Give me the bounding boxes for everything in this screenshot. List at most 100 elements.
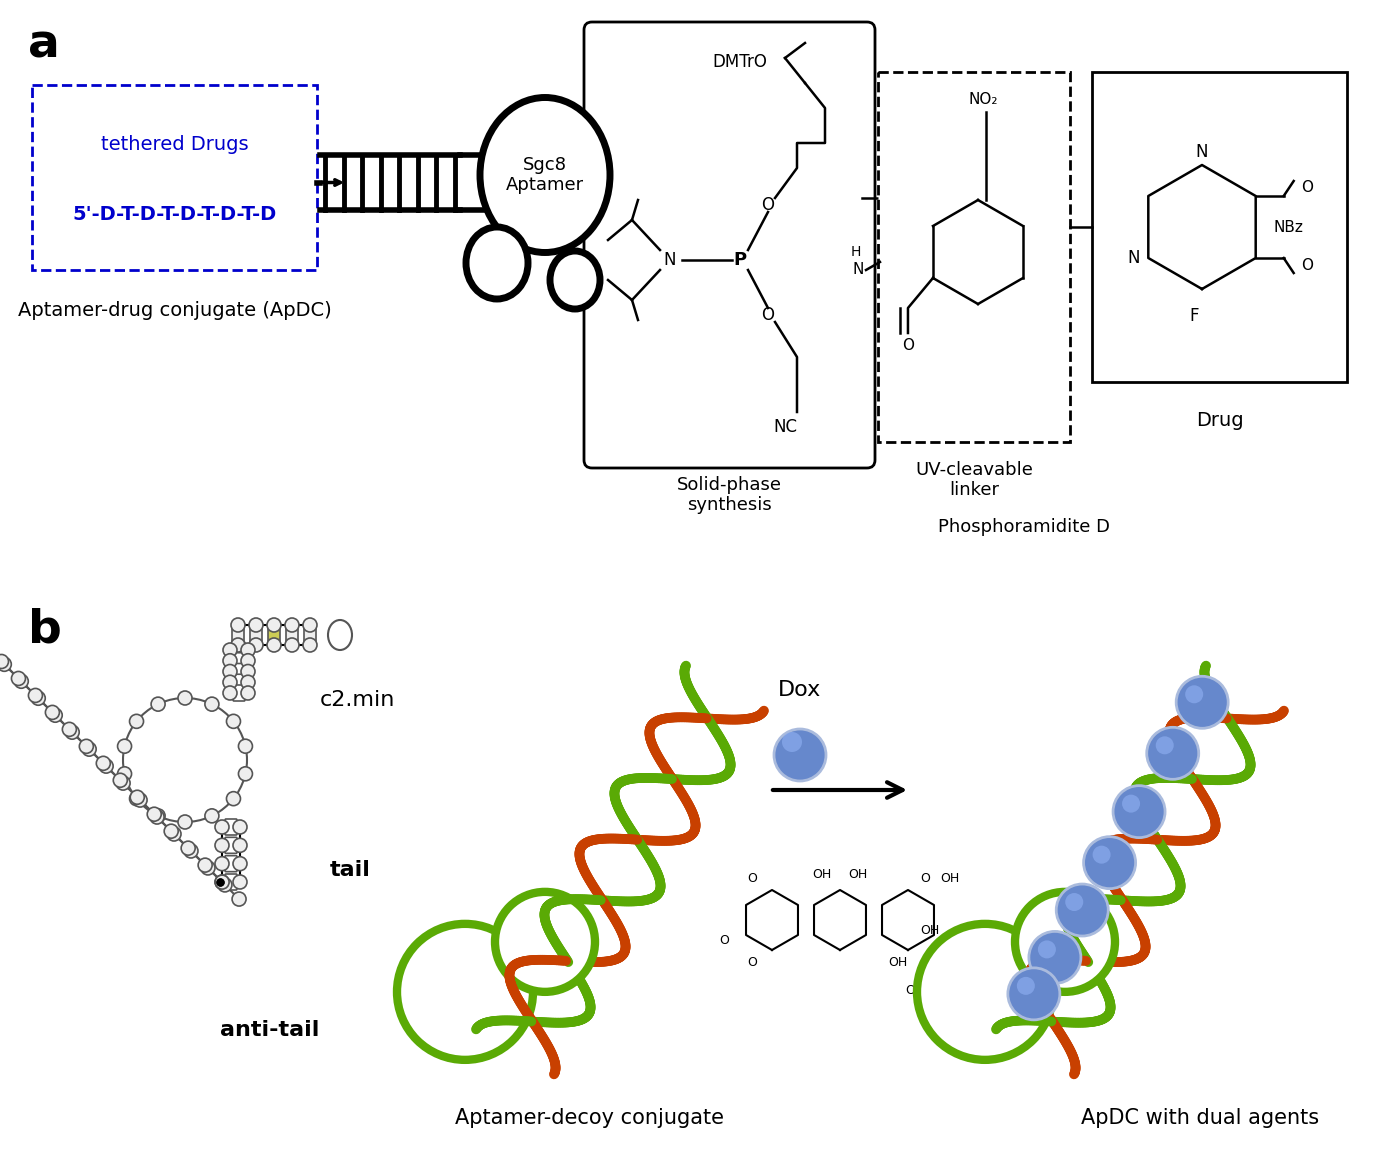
Circle shape <box>181 842 195 856</box>
Circle shape <box>1155 737 1173 754</box>
Text: O: O <box>920 872 930 884</box>
FancyBboxPatch shape <box>234 642 245 658</box>
Circle shape <box>1056 884 1108 936</box>
Text: Aptamer-decoy conjugate: Aptamer-decoy conjugate <box>456 1108 724 1128</box>
Circle shape <box>303 618 316 632</box>
Text: OH: OH <box>940 872 959 884</box>
FancyBboxPatch shape <box>585 22 875 468</box>
Circle shape <box>1017 977 1035 995</box>
Circle shape <box>198 858 211 872</box>
Circle shape <box>1176 677 1229 729</box>
FancyBboxPatch shape <box>234 663 245 679</box>
FancyBboxPatch shape <box>250 627 263 643</box>
Circle shape <box>495 892 596 992</box>
Circle shape <box>1066 894 1083 911</box>
Circle shape <box>1093 845 1111 864</box>
FancyBboxPatch shape <box>225 837 236 853</box>
Circle shape <box>303 638 316 651</box>
Text: OH: OH <box>905 984 925 996</box>
Text: OH: OH <box>920 924 940 936</box>
Circle shape <box>234 820 247 834</box>
Ellipse shape <box>328 620 352 650</box>
Circle shape <box>1147 728 1198 779</box>
Text: O: O <box>748 956 757 969</box>
Circle shape <box>223 654 236 668</box>
Circle shape <box>1014 892 1115 992</box>
Text: O: O <box>719 934 728 947</box>
Circle shape <box>32 692 46 706</box>
Circle shape <box>205 698 218 711</box>
Text: 5'-D-T-D-T-D-T-D-T-D: 5'-D-T-D-T-D-T-D-T-D <box>72 205 276 225</box>
Text: O: O <box>761 306 774 324</box>
Circle shape <box>151 811 164 824</box>
Circle shape <box>1028 932 1081 984</box>
Text: O: O <box>1300 181 1313 196</box>
Circle shape <box>97 756 111 770</box>
Circle shape <box>223 676 236 689</box>
FancyBboxPatch shape <box>234 675 245 691</box>
Text: ApDC with dual agents: ApDC with dual agents <box>1081 1108 1318 1128</box>
Circle shape <box>79 739 94 753</box>
Circle shape <box>11 671 25 685</box>
FancyBboxPatch shape <box>225 856 236 872</box>
Circle shape <box>234 857 247 871</box>
Circle shape <box>130 715 144 729</box>
Circle shape <box>48 708 62 722</box>
Text: N: N <box>853 263 864 278</box>
Circle shape <box>184 844 198 858</box>
Circle shape <box>29 688 43 702</box>
FancyBboxPatch shape <box>225 819 236 835</box>
Text: OH: OH <box>889 956 907 969</box>
Text: NBz: NBz <box>1274 219 1303 234</box>
Circle shape <box>0 655 8 669</box>
Circle shape <box>240 654 256 668</box>
Text: tethered Drugs: tethered Drugs <box>101 136 249 155</box>
Circle shape <box>267 618 281 632</box>
Text: Drug: Drug <box>1195 410 1244 430</box>
Text: NC: NC <box>773 419 797 436</box>
Circle shape <box>234 838 247 852</box>
Circle shape <box>167 827 181 841</box>
Circle shape <box>205 809 218 823</box>
Text: c2.min: c2.min <box>321 689 395 710</box>
FancyBboxPatch shape <box>32 85 316 270</box>
FancyBboxPatch shape <box>286 627 299 643</box>
Text: b: b <box>28 608 62 653</box>
Circle shape <box>65 725 79 739</box>
Circle shape <box>285 638 299 651</box>
Circle shape <box>1007 967 1060 1020</box>
Circle shape <box>1113 785 1165 837</box>
Text: N: N <box>663 251 676 269</box>
Text: N: N <box>1128 249 1140 267</box>
Circle shape <box>216 820 229 834</box>
Circle shape <box>200 861 216 875</box>
Circle shape <box>218 877 232 892</box>
Circle shape <box>231 618 245 632</box>
Circle shape <box>240 664 256 678</box>
FancyBboxPatch shape <box>234 685 245 701</box>
Circle shape <box>227 792 240 806</box>
Circle shape <box>130 790 144 805</box>
Circle shape <box>117 739 131 753</box>
FancyBboxPatch shape <box>878 71 1070 442</box>
Circle shape <box>82 743 97 756</box>
Text: anti-tail: anti-tail <box>220 1020 319 1040</box>
Circle shape <box>249 618 263 632</box>
Circle shape <box>216 875 229 889</box>
Circle shape <box>117 767 131 781</box>
Ellipse shape <box>480 98 609 253</box>
Circle shape <box>774 729 826 781</box>
Circle shape <box>151 809 164 823</box>
Circle shape <box>397 924 533 1060</box>
Circle shape <box>240 643 256 657</box>
Circle shape <box>0 657 11 671</box>
Circle shape <box>216 875 229 889</box>
FancyBboxPatch shape <box>304 627 316 643</box>
Circle shape <box>216 838 229 852</box>
Circle shape <box>232 892 246 906</box>
Circle shape <box>216 857 229 871</box>
Text: UV-cleavable
linker: UV-cleavable linker <box>915 460 1032 499</box>
Text: NH₂: NH₂ <box>970 950 994 964</box>
Circle shape <box>14 675 28 688</box>
Circle shape <box>227 715 240 729</box>
